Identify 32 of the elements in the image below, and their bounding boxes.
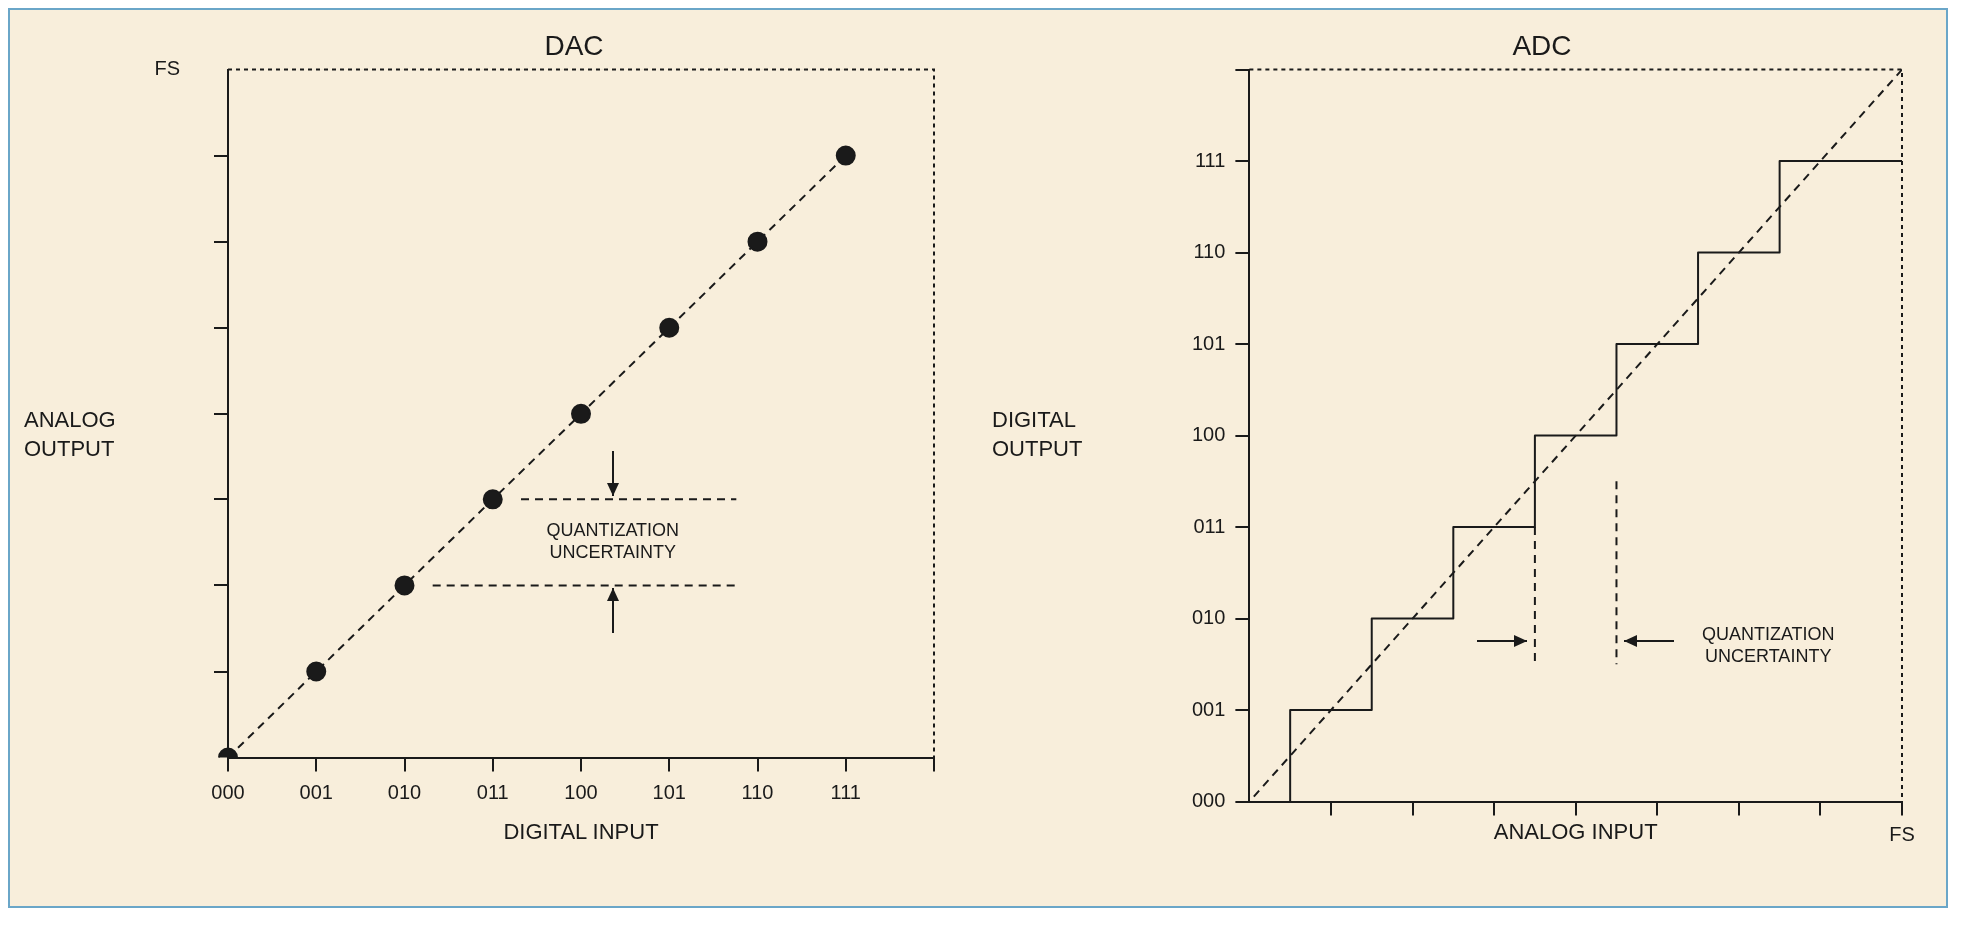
x-tick-label: 001 <box>299 781 333 804</box>
point <box>482 489 503 510</box>
x-tick-label: 011 <box>476 781 509 804</box>
point <box>394 575 415 596</box>
y-tick-label: 010 <box>1191 606 1226 629</box>
y-tick-label: 101 <box>1191 331 1226 354</box>
annotation: QUANTIZATION UNCERTAINTY <box>546 520 680 563</box>
y-tick-label: 110 <box>1193 240 1226 263</box>
x-tick-label: 100 <box>564 781 598 804</box>
y-tick-label: 011 <box>1193 514 1226 537</box>
y-axis-title: ANALOG OUTPUT <box>24 406 117 463</box>
x-tick-label: 101 <box>652 781 686 804</box>
point <box>747 231 768 252</box>
x-tick-label: 111 <box>830 781 861 804</box>
y-tick-label: 111 <box>1194 148 1226 171</box>
y-tick-label: 100 <box>1191 423 1226 446</box>
x-axis-title: DIGITAL INPUT <box>503 818 659 844</box>
point <box>659 317 680 338</box>
point <box>571 403 591 424</box>
x-tick-label: 110 <box>741 781 774 804</box>
chart-title: ADC <box>1512 29 1572 61</box>
point <box>306 661 327 682</box>
text: FS <box>154 57 180 80</box>
chart-title: DAC <box>544 29 604 61</box>
x-tick-label: 010 <box>387 781 422 804</box>
text: FS <box>1889 823 1915 846</box>
annotation: QUANTIZATION UNCERTAINTY <box>1701 624 1835 667</box>
x-axis-title: ANALOG INPUT <box>1493 818 1658 844</box>
x-tick-label: 000 <box>211 781 245 804</box>
point <box>835 145 856 166</box>
y-axis-title: DIGITAL OUTPUT <box>992 406 1084 463</box>
y-tick-label: 001 <box>1191 697 1226 720</box>
